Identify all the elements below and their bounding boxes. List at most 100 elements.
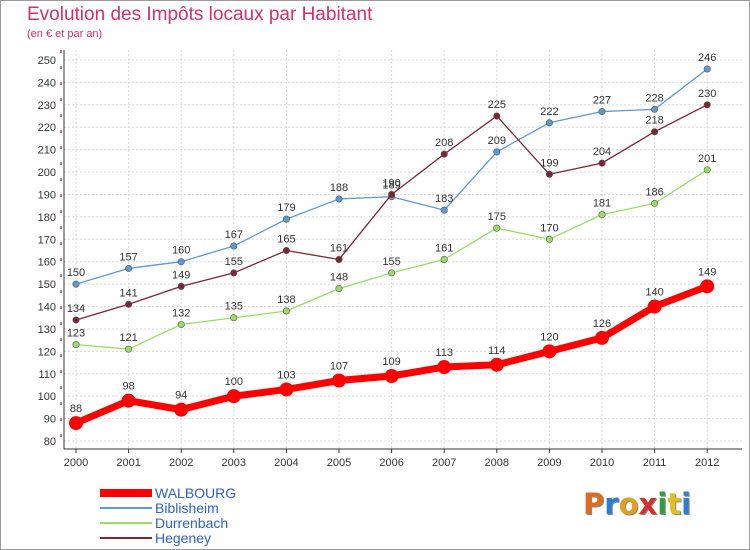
proxiti-logo: Proxiti: [583, 487, 692, 521]
data-point: [703, 166, 711, 174]
data-point: [493, 148, 501, 156]
data-label: 150: [67, 267, 85, 279]
data-label: 103: [277, 369, 295, 381]
data-point: [437, 360, 452, 375]
data-label: 199: [540, 157, 558, 169]
data-label: 183: [435, 193, 453, 205]
y-tick-label: 140: [38, 302, 56, 314]
y-tick-label: 90: [44, 414, 56, 426]
data-point: [72, 280, 80, 288]
data-point: [335, 195, 343, 203]
chart-title: Evolution des Impôts locaux par Habitant: [27, 4, 373, 25]
x-tick-label: 2011: [643, 457, 667, 469]
data-point: [651, 105, 659, 113]
data-label: 188: [330, 182, 348, 194]
data-label: 94: [175, 390, 187, 402]
data-label: 149: [172, 269, 190, 281]
data-point: [545, 119, 553, 127]
data-label: 113: [435, 347, 453, 359]
data-point: [700, 279, 715, 294]
data-label: 222: [540, 106, 558, 118]
data-label: 121: [119, 332, 137, 344]
data-point: [489, 357, 504, 372]
data-label: 170: [540, 222, 558, 234]
data-label: 190: [382, 177, 400, 189]
data-point: [388, 269, 396, 277]
data-point: [72, 341, 80, 349]
x-tick-label: 2012: [695, 457, 719, 469]
y-tick-label: 210: [38, 145, 56, 157]
y-tick-label: 100: [38, 391, 56, 403]
data-point: [125, 300, 133, 308]
y-tick-label: 240: [38, 77, 56, 89]
data-point: [595, 330, 609, 345]
data-point: [69, 416, 83, 431]
x-tick-label: 2002: [169, 457, 193, 469]
data-point: [125, 264, 133, 272]
legend-swatch: [100, 522, 152, 524]
data-point: [226, 389, 241, 404]
data-point: [174, 402, 189, 417]
y-tick-label: 190: [38, 189, 56, 201]
x-tick-label: 2010: [590, 457, 614, 469]
data-label: 167: [225, 229, 243, 241]
data-point: [647, 299, 662, 314]
data-point: [493, 224, 501, 232]
data-point: [545, 235, 553, 243]
x-tick-label: 2005: [327, 457, 351, 469]
data-point: [440, 255, 448, 263]
data-label: 107: [330, 360, 348, 372]
legend-label: Hegeney: [155, 530, 212, 546]
data-point: [332, 373, 346, 388]
plot-area: [64, 50, 742, 449]
data-label: 228: [645, 92, 663, 104]
data-point: [282, 307, 290, 315]
data-label: 246: [698, 52, 716, 64]
data-point: [703, 65, 711, 73]
x-tick-label: 2001: [116, 457, 140, 469]
data-point: [177, 320, 185, 328]
data-label: 88: [70, 403, 82, 415]
data-point: [651, 199, 659, 207]
data-label: 227: [593, 95, 611, 107]
data-point: [125, 345, 133, 353]
data-point: [279, 382, 294, 397]
x-tick-label: 2003: [222, 457, 246, 469]
y-tick-label: 150: [38, 279, 56, 291]
x-tick-label: 2008: [485, 457, 509, 469]
y-tick-label: 80: [44, 436, 56, 448]
data-label: 175: [488, 211, 506, 223]
line-chart: 8090100110120130140150160170180190200210…: [38, 50, 742, 469]
y-tick-label: 230: [38, 100, 56, 112]
y-tick-label: 110: [38, 369, 56, 381]
data-point: [230, 242, 238, 250]
data-point: [384, 369, 399, 384]
x-tick-label: 2009: [537, 457, 561, 469]
y-tick-label: 160: [38, 257, 56, 269]
x-tick-label: 2000: [64, 457, 88, 469]
chart-subtitle: (en € et par an): [27, 28, 103, 40]
data-point: [177, 282, 185, 290]
data-point: [703, 101, 711, 109]
data-label: 157: [119, 251, 137, 263]
data-label: 209: [488, 135, 506, 147]
y-tick-label: 130: [38, 324, 56, 336]
data-label: 155: [225, 256, 243, 268]
legend-label: Biblisheim: [155, 500, 219, 516]
data-label: 225: [488, 99, 506, 111]
data-label: 149: [698, 266, 716, 278]
x-tick-label: 2006: [379, 457, 403, 469]
y-tick-label: 220: [38, 122, 56, 134]
data-point: [598, 159, 606, 167]
legend-label: Durrenbach: [155, 515, 229, 531]
data-point: [121, 393, 136, 408]
data-label: 140: [645, 287, 663, 299]
data-point: [542, 344, 557, 359]
data-label: 204: [593, 146, 611, 158]
data-point: [72, 316, 80, 324]
data-point: [651, 128, 659, 136]
data-label: 123: [67, 328, 85, 340]
data-point: [440, 150, 448, 158]
data-point: [598, 108, 606, 116]
data-point: [493, 112, 501, 120]
